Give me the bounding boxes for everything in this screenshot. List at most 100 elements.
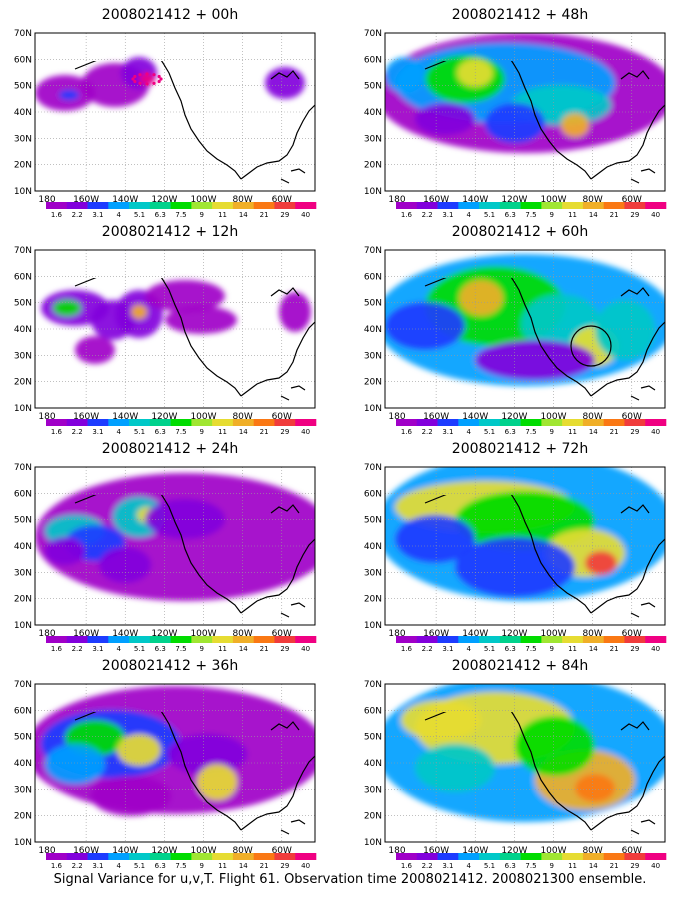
colorbar-label: 6.3	[155, 211, 166, 219]
colorbar-label: 14	[239, 428, 248, 436]
lat-tick-label: 30N	[14, 134, 32, 144]
coastline	[240, 321, 316, 397]
colorbar: 1.6 2.2 3.1 4 5.1 6.3 7.5 9 11 14 21 29 40	[396, 636, 667, 653]
colorbar-label: 9	[200, 428, 204, 436]
colorbar-label: 6.3	[155, 428, 166, 436]
map-panel: 2008021412 + 72h 70N 60N 50N 40N 30N 20N 10N 180…	[350, 439, 690, 655]
lon-tick-label: 100W	[540, 629, 566, 639]
colorbar-swatch	[149, 419, 171, 426]
lat-tick-label: 20N	[364, 595, 382, 605]
colorbar-label: 3.1	[92, 211, 103, 219]
panel-title: 2008021412 + 12h	[101, 224, 239, 240]
colorbar-swatch	[274, 419, 296, 426]
colorbar-swatch	[624, 202, 646, 209]
colorbar-label: 2.2	[422, 645, 433, 653]
colorbar-label: 3.1	[442, 862, 453, 870]
lon-tick-label: 120W	[501, 629, 527, 639]
colorbar-swatch	[645, 636, 667, 643]
colorbar-label: 3.1	[92, 862, 103, 870]
colorbar-label: 29	[280, 211, 289, 219]
colorbar-label: 40	[301, 862, 310, 870]
lon-tick-label: 180	[38, 412, 55, 422]
coastline	[74, 278, 97, 287]
colorbar-swatch	[437, 419, 459, 426]
colorbar-label: 3.1	[442, 428, 453, 436]
lat-tick-label: 50N	[14, 82, 32, 92]
colorbar-swatch	[582, 853, 604, 860]
lat-tick-label: 20N	[14, 378, 32, 388]
colorbar-label: 4	[116, 211, 121, 219]
colorbar-swatch	[458, 202, 480, 209]
colorbar-swatch	[520, 853, 542, 860]
colorbar-swatch	[396, 853, 418, 860]
lon-tick-label: 60W	[622, 195, 642, 205]
colorbar-label: 1.6	[401, 862, 413, 870]
map-canvas: 70N 60N 50N 40N 30N 20N 10N 180 160W 140W 120W 100W…	[364, 680, 667, 870]
lon-tick-label: 80W	[582, 846, 602, 856]
colorbar-swatch	[624, 419, 646, 426]
colorbar-swatch	[499, 636, 521, 643]
colorbar-label: 21	[260, 211, 269, 219]
coastline	[160, 61, 242, 180]
lon-tick-label: 80W	[582, 412, 602, 422]
coastline	[74, 495, 97, 504]
colorbar-swatch	[212, 202, 234, 209]
colorbar-swatch	[129, 853, 151, 860]
lat-tick-label: 60N	[364, 272, 382, 282]
lon-tick-label: 140W	[462, 846, 488, 856]
lat-tick-label: 70N	[14, 246, 32, 256]
panel-title: 2008021412 + 84h	[451, 658, 589, 674]
lon-tick-label: 140W	[112, 629, 138, 639]
lat-tick-label: 40N	[14, 325, 32, 335]
colorbar-label: 14	[589, 428, 598, 436]
colorbar-label: 5.1	[134, 645, 145, 653]
variance-contour	[385, 57, 425, 93]
coastline	[270, 70, 300, 80]
lat-tick-label: 50N	[14, 516, 32, 526]
lon-tick-label: 80W	[232, 846, 252, 856]
colorbar-label: 2.2	[422, 428, 433, 436]
colorbar-swatch	[520, 419, 542, 426]
figure-caption: Signal Variance for u,v,T. Flight 61. Ob…	[53, 872, 647, 887]
lat-tick-label: 10N	[364, 621, 382, 631]
colorbar-label: 2.2	[422, 211, 433, 219]
colorbar-swatch	[149, 202, 171, 209]
colorbar-label: 11	[218, 211, 227, 219]
colorbar-swatch	[396, 202, 418, 209]
colorbar-swatch	[541, 202, 563, 209]
colorbar-swatch	[108, 419, 130, 426]
colorbar-label: 9	[550, 862, 554, 870]
colorbar-swatch	[46, 853, 68, 860]
variance-contour	[75, 336, 115, 364]
map-canvas: 70N 60N 50N 40N 30N 20N 10N 180 160W 140W 120W 100W…	[14, 463, 317, 653]
coastline	[620, 721, 650, 731]
colorbar-swatch	[416, 853, 438, 860]
colorbar-label: 11	[218, 862, 227, 870]
variance-contour	[415, 103, 475, 135]
colorbar-label: 3.1	[442, 645, 453, 653]
coastline	[630, 602, 656, 618]
colorbar: 1.6 2.2 3.1 4 5.1 6.3 7.5 9 11 14 21 29 40	[46, 636, 317, 653]
colorbar-label: 29	[630, 428, 639, 436]
colorbar-swatch	[108, 853, 130, 860]
colorbar-label: 5.1	[484, 428, 495, 436]
colorbar-label: 9	[550, 428, 554, 436]
lon-tick-label: 180	[388, 195, 405, 205]
lat-tick-label: 70N	[14, 680, 32, 690]
colorbar-swatch	[66, 636, 88, 643]
variance-contour	[117, 734, 161, 766]
map-panel: 2008021412 + 84h 70N 60N 50N 40N 30N 20N 10N 180…	[350, 656, 690, 872]
coastline	[240, 538, 316, 614]
coastline	[510, 712, 592, 831]
colorbar: 1.6 2.2 3.1 4 5.1 6.3 7.5 9 11 14 21 29 40	[396, 419, 667, 436]
colorbar-label: 7.5	[525, 645, 536, 653]
colorbar-swatch	[437, 636, 459, 643]
lon-tick-label: 160W	[423, 195, 449, 205]
variance-contour	[401, 700, 481, 740]
colorbar-label: 6.3	[505, 645, 516, 653]
coastline	[160, 712, 242, 831]
colorbar-swatch	[582, 202, 604, 209]
colorbar-swatch	[87, 636, 109, 643]
lat-tick-label: 30N	[364, 785, 382, 795]
variance-contour	[575, 774, 615, 802]
